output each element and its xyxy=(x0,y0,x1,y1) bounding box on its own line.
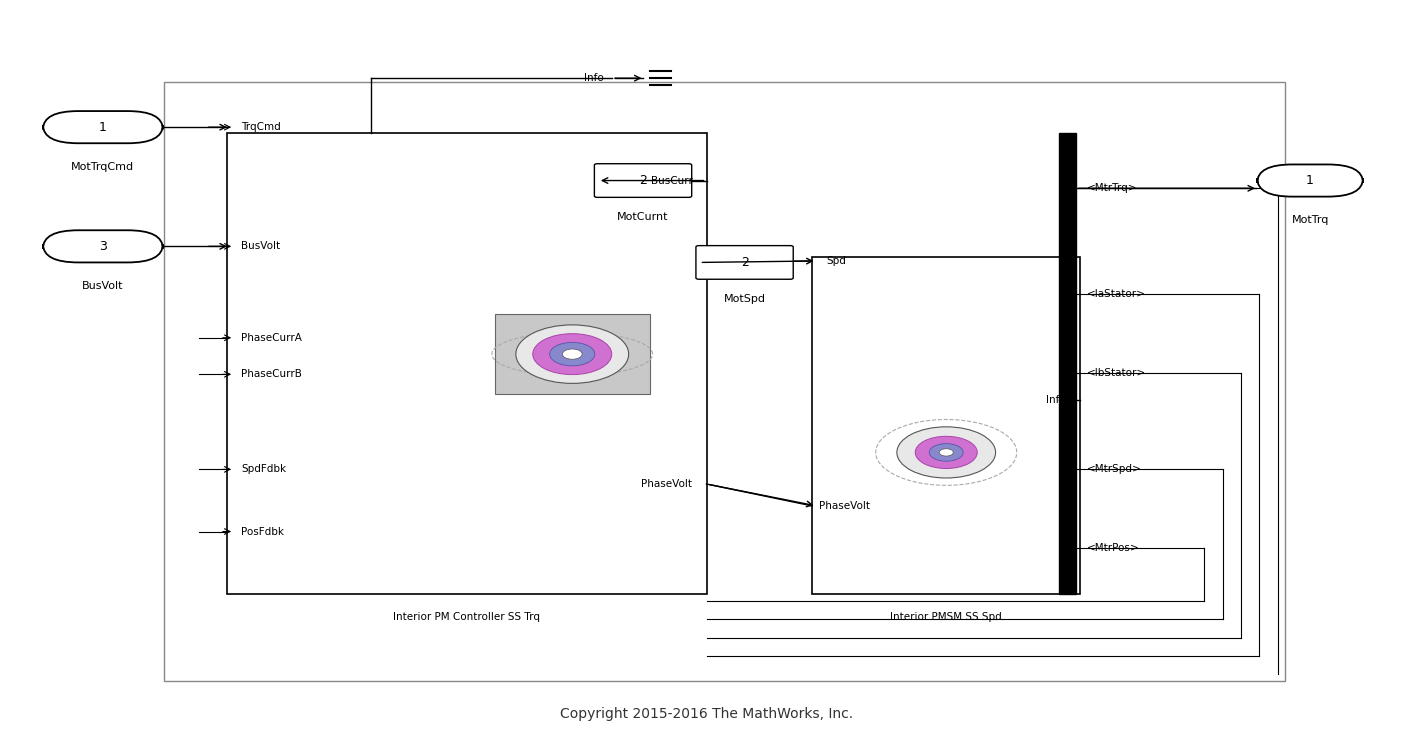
FancyBboxPatch shape xyxy=(42,111,162,143)
Bar xyxy=(164,81,1284,681)
Text: MotCurnt: MotCurnt xyxy=(617,212,668,222)
Text: TrqCmd: TrqCmd xyxy=(242,122,281,132)
Text: <MtrPos>: <MtrPos> xyxy=(1087,542,1140,553)
Text: PhaseCurrB: PhaseCurrB xyxy=(242,369,302,379)
Text: PosFdbk: PosFdbk xyxy=(242,526,284,537)
Bar xyxy=(227,133,706,594)
Text: 2: 2 xyxy=(639,174,647,187)
Text: <IaStator>: <IaStator> xyxy=(1087,289,1146,299)
Bar xyxy=(812,258,1080,594)
Text: BusCurr: BusCurr xyxy=(650,175,692,186)
Text: <MtrTrq>: <MtrTrq> xyxy=(1087,184,1137,193)
Text: <IbStator>: <IbStator> xyxy=(1087,368,1146,377)
Text: Interior PMSM SS Spd: Interior PMSM SS Spd xyxy=(890,612,1002,622)
Circle shape xyxy=(930,443,964,461)
Text: <MtrSpd>: <MtrSpd> xyxy=(1087,465,1142,474)
FancyBboxPatch shape xyxy=(42,230,162,263)
Text: MotTrq: MotTrq xyxy=(1291,215,1328,225)
Text: SpdFdbk: SpdFdbk xyxy=(242,465,287,474)
Bar xyxy=(1060,133,1075,594)
Text: Copyright 2015-2016 The MathWorks, Inc.: Copyright 2015-2016 The MathWorks, Inc. xyxy=(560,708,853,722)
FancyBboxPatch shape xyxy=(595,164,692,197)
Circle shape xyxy=(940,448,954,456)
Text: Info: Info xyxy=(1047,395,1065,405)
Circle shape xyxy=(916,436,978,468)
Text: MotSpd: MotSpd xyxy=(723,294,766,304)
Text: MotTrqCmd: MotTrqCmd xyxy=(72,161,134,172)
Text: PhaseVolt: PhaseVolt xyxy=(642,479,692,489)
Text: Spd: Spd xyxy=(827,256,846,266)
Text: 1: 1 xyxy=(99,120,107,134)
Circle shape xyxy=(897,426,996,478)
Text: BusVolt: BusVolt xyxy=(242,241,280,251)
FancyBboxPatch shape xyxy=(1258,164,1364,197)
Text: Info: Info xyxy=(584,73,603,83)
Circle shape xyxy=(533,334,612,374)
Text: PhaseVolt: PhaseVolt xyxy=(820,501,870,511)
Text: PhaseCurrA: PhaseCurrA xyxy=(242,333,302,343)
Circle shape xyxy=(562,349,582,359)
Circle shape xyxy=(516,325,629,383)
Text: 2: 2 xyxy=(740,256,749,269)
Circle shape xyxy=(550,343,595,366)
Text: BusVolt: BusVolt xyxy=(82,280,124,291)
Text: Interior PM Controller SS Trq: Interior PM Controller SS Trq xyxy=(393,612,540,622)
Text: 1: 1 xyxy=(1306,174,1314,187)
FancyBboxPatch shape xyxy=(495,314,650,394)
Text: 3: 3 xyxy=(99,240,107,252)
FancyBboxPatch shape xyxy=(697,246,793,279)
